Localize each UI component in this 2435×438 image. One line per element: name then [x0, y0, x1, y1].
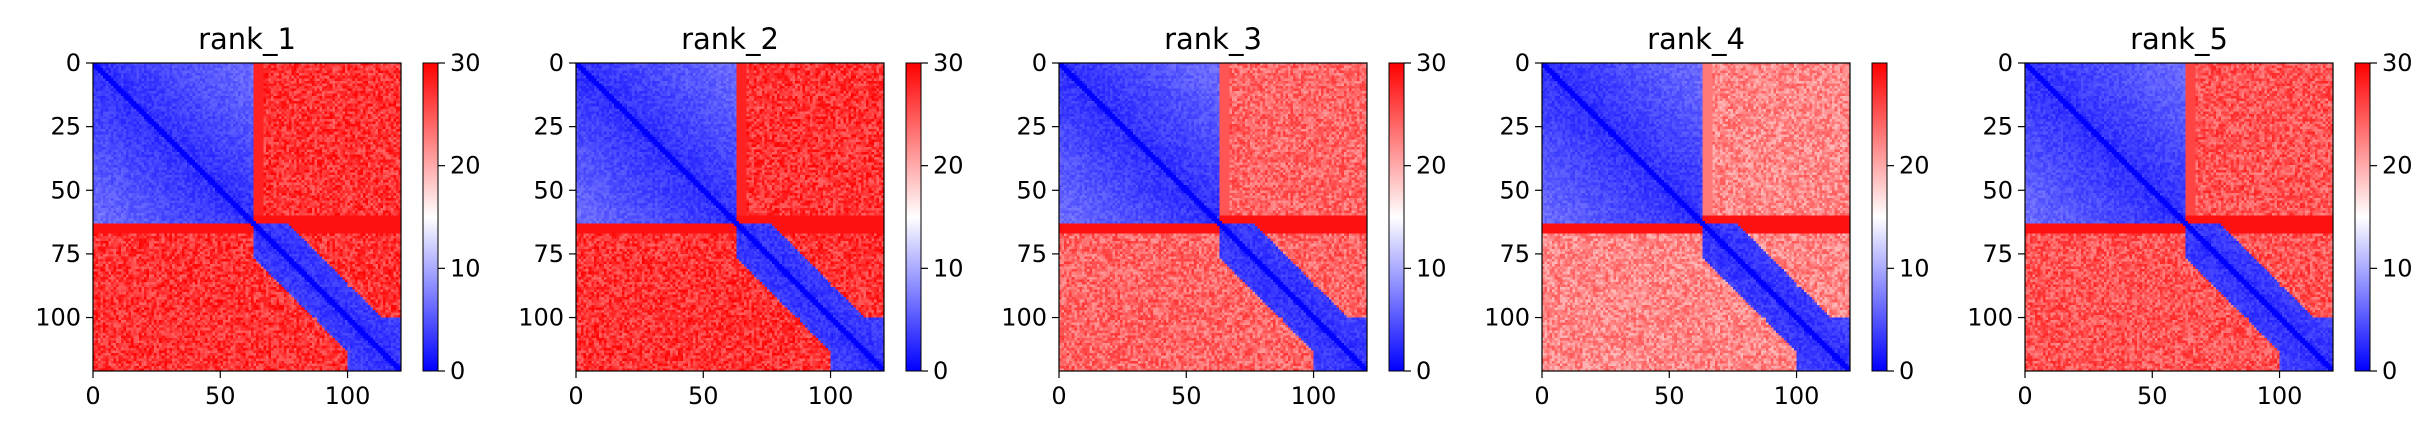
y-tick-label: 25: [50, 113, 81, 141]
subplot-5: rank_5 0 50 100 0 25 50 75 100 0 10 20 30: [1967, 22, 2412, 410]
heatmap-image: [1059, 63, 1367, 371]
colorbar: [1388, 62, 1405, 372]
subplot-3: rank_3 0 50 100 0 25 50 75 100 0 10 20 30: [1001, 22, 1446, 410]
plot-frame: [92, 62, 402, 372]
plot-frame: [1058, 62, 1368, 372]
x-tick-label: 0: [568, 382, 583, 410]
x-tick-label: 50: [1654, 382, 1685, 410]
x-tick-label: 0: [1051, 382, 1066, 410]
y-tick-label: 100: [1001, 304, 1047, 332]
subplot-title: rank_5: [2130, 22, 2228, 56]
colorbar-tick-label: 20: [2382, 152, 2413, 180]
y-tick-label: 50: [1982, 176, 2013, 204]
colorbar: [422, 62, 439, 372]
x-tick-label: 50: [1171, 382, 1202, 410]
plot-frame: [1541, 62, 1851, 372]
y-tick-label: 50: [1499, 176, 1530, 204]
x-tick-label: 100: [808, 382, 854, 410]
x-tick-label: 100: [1774, 382, 1820, 410]
y-tick-label: 0: [66, 49, 81, 77]
colorbar: [1871, 62, 1888, 372]
subplot-1: rank_1 0 50 100 0 25 50 75 100 0 10 20 30: [35, 22, 480, 410]
colorbar-tick-label: 10: [1416, 254, 1447, 282]
colorbar-tick-label: 30: [450, 49, 481, 77]
colorbar-tick-label: 10: [450, 254, 481, 282]
y-tick-label: 50: [50, 176, 81, 204]
y-tick-label: 25: [1982, 113, 2013, 141]
colorbar-tick-label: 0: [1899, 357, 1914, 385]
y-tick-label: 0: [1998, 49, 2013, 77]
colorbar-tick-label: 30: [1416, 49, 1447, 77]
colorbar-tick-label: 20: [450, 152, 481, 180]
subplot-title: rank_2: [681, 22, 779, 56]
x-tick-label: 0: [2017, 382, 2032, 410]
subplot-4: rank_4 0 50 100 0 25 50 75 100 0 10 20: [1484, 22, 1929, 410]
colorbar: [905, 62, 922, 372]
x-tick-label: 100: [2257, 382, 2303, 410]
colorbar-tick-label: 20: [1899, 152, 1930, 180]
colorbar-tick-label: 0: [450, 357, 465, 385]
colorbar-tick-label: 0: [2382, 357, 2397, 385]
y-tick-label: 25: [1016, 113, 1047, 141]
y-tick-label: 100: [518, 304, 564, 332]
x-tick-label: 50: [688, 382, 719, 410]
colorbar-tick-label: 30: [2382, 49, 2413, 77]
y-tick-label: 0: [1515, 49, 1530, 77]
heatmap-image: [576, 63, 884, 371]
plot-frame: [575, 62, 885, 372]
subplot-title: rank_4: [1647, 22, 1745, 56]
colorbar-tick-label: 20: [1416, 152, 1447, 180]
x-tick-label: 50: [205, 382, 236, 410]
heatmap-image: [2025, 63, 2333, 371]
colorbar-tick-label: 30: [933, 49, 964, 77]
heatmap-image: [93, 63, 401, 371]
colorbar-tick-label: 10: [1899, 254, 1930, 282]
y-tick-label: 75: [50, 240, 81, 268]
y-tick-label: 100: [1967, 304, 2013, 332]
x-tick-label: 0: [1534, 382, 1549, 410]
y-tick-label: 0: [1032, 49, 1047, 77]
y-tick-label: 75: [1499, 240, 1530, 268]
y-tick-label: 75: [1982, 240, 2013, 268]
subplot-title: rank_1: [198, 22, 296, 56]
colorbar-tick-label: 20: [933, 152, 964, 180]
x-tick-label: 50: [2137, 382, 2168, 410]
y-tick-label: 75: [1016, 240, 1047, 268]
y-tick-label: 50: [1016, 176, 1047, 204]
plot-frame: [2024, 62, 2334, 372]
subplot-title: rank_3: [1164, 22, 1262, 56]
colorbar-tick-label: 10: [933, 254, 964, 282]
x-tick-label: 100: [1291, 382, 1337, 410]
colorbar-tick-label: 10: [2382, 254, 2413, 282]
y-tick-label: 25: [533, 113, 564, 141]
colorbar: [2354, 62, 2371, 372]
y-tick-label: 0: [549, 49, 564, 77]
y-tick-label: 25: [1499, 113, 1530, 141]
x-tick-label: 0: [85, 382, 100, 410]
subplot-2: rank_2 0 50 100 0 25 50 75 100 0 10 20 30: [518, 22, 963, 410]
y-tick-label: 50: [533, 176, 564, 204]
y-tick-label: 100: [35, 304, 81, 332]
heatmap-image: [1542, 63, 1850, 371]
colorbar-tick-label: 0: [933, 357, 948, 385]
colorbar-tick-label: 0: [1416, 357, 1431, 385]
y-tick-label: 100: [1484, 304, 1530, 332]
x-tick-label: 100: [325, 382, 371, 410]
y-tick-label: 75: [533, 240, 564, 268]
